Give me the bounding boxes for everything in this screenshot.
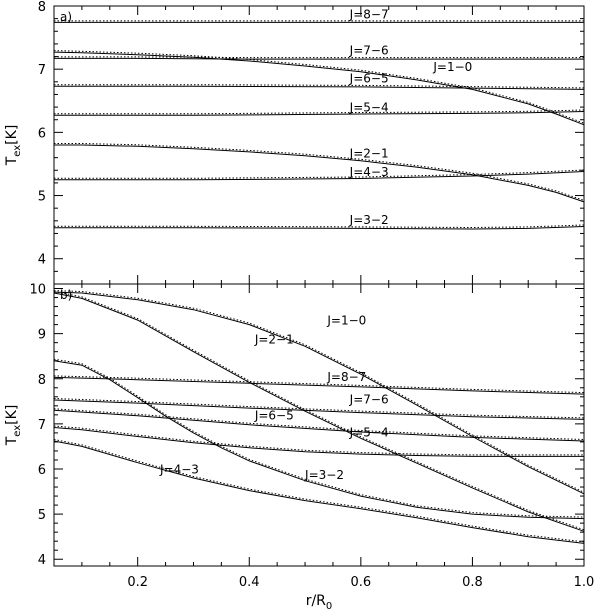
series-dotted-line: [54, 143, 585, 201]
plot-frame: [53, 5, 585, 285]
series-dotted-line: [53, 291, 585, 531]
y-tick-label: 7: [38, 63, 46, 78]
y-tick-label: 4: [38, 253, 46, 268]
y-tick-label: 8: [38, 373, 46, 388]
series-label: J=1−0: [432, 60, 472, 74]
series-label: J=5−4: [349, 101, 389, 115]
series-dotted-line: [54, 224, 585, 229]
series-dotted-line: [54, 169, 585, 179]
series-line: [54, 111, 585, 116]
series-line: [54, 85, 585, 90]
series-dotted-line: [53, 408, 585, 440]
series-dotted-line: [53, 398, 585, 419]
series-label: J=1−0: [326, 314, 366, 328]
x-tick-label: 0.4: [239, 575, 260, 590]
series-line: [54, 226, 585, 230]
x-axis-title: r/R0: [306, 593, 333, 612]
series-line: [53, 427, 584, 457]
y-tick-label: 5: [38, 190, 46, 205]
series-line: [54, 171, 585, 181]
series-dotted-line: [54, 56, 584, 59]
x-tick-label: 1.0: [574, 575, 595, 590]
series-label: J=7−6: [349, 44, 389, 58]
series-dotted-line: [53, 375, 585, 394]
series-label: J=6−5: [254, 408, 294, 422]
series-dotted-line: [53, 439, 585, 543]
y-tick-label: 8: [38, 0, 46, 15]
x-tick-label: 0.6: [350, 575, 371, 590]
series-label: J=3−2: [349, 213, 389, 227]
series-line: [54, 144, 585, 203]
series-dotted-line: [54, 109, 585, 115]
y-tick-label: 10: [29, 283, 46, 298]
series-line: [53, 292, 585, 532]
y-tick-label: 6: [38, 126, 46, 141]
series-dotted-line: [53, 50, 585, 124]
series-label: J=2−1: [254, 333, 294, 347]
y-tick-label: 9: [38, 328, 46, 343]
series-dotted-line: [53, 290, 585, 493]
series-line: [53, 376, 585, 395]
series-line: [53, 409, 585, 442]
series-label: J=5−4: [349, 426, 389, 440]
series-label: J=4−3: [349, 165, 389, 179]
series-label: J=2−1: [349, 147, 389, 161]
series-label: J=4−3: [159, 463, 199, 477]
series-label: J=7−6: [349, 393, 389, 407]
series-line: [53, 360, 585, 520]
x-tick-label: 0.8: [462, 575, 483, 590]
x-tick-label: 0.2: [127, 575, 148, 590]
plot-frame: [53, 283, 585, 567]
series-dotted-line: [54, 84, 585, 89]
y-tick-label: 7: [38, 418, 46, 433]
series-label: J=6−5: [349, 71, 389, 85]
series-dotted-line: [53, 425, 584, 456]
y-axis-title: Tex[K]: [4, 405, 23, 447]
series-label: J=3−2: [304, 468, 344, 482]
series-line: [53, 399, 585, 420]
y-tick-label: 4: [38, 553, 46, 568]
y-axis-title: Tex[K]: [4, 125, 23, 167]
y-tick-label: 5: [38, 508, 46, 523]
series-label: J=8−7: [326, 370, 366, 384]
series-line: [54, 57, 584, 60]
y-tick-label: 6: [38, 463, 46, 478]
series-dotted-line: [53, 358, 585, 518]
x-axis-title-text: r/R0: [306, 593, 333, 612]
series-label: J=8−7: [349, 8, 389, 22]
series-line: [53, 51, 585, 126]
series-line: [53, 440, 585, 544]
series-line: [53, 291, 585, 495]
